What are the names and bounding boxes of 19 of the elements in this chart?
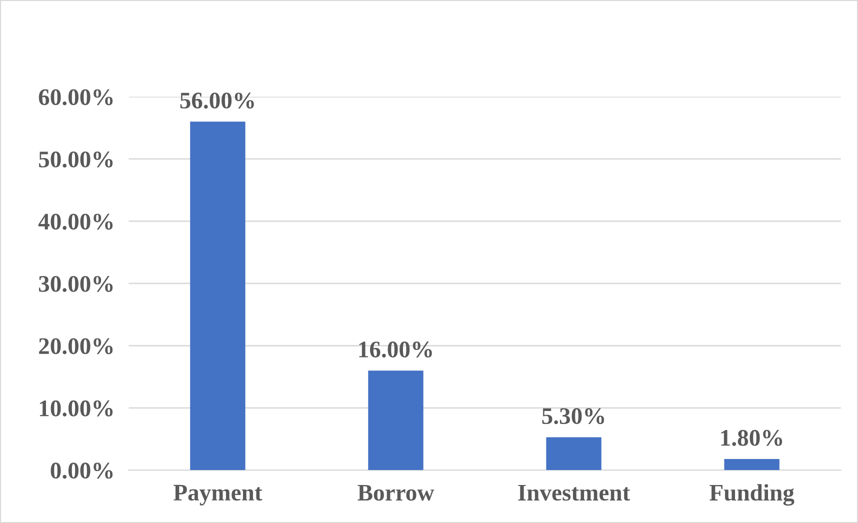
x-tick-label: Investment [518, 484, 630, 501]
bar [546, 437, 602, 470]
x-tick-label: Payment [174, 484, 262, 506]
data-label: 56.00% [180, 92, 254, 109]
bar [724, 458, 780, 470]
y-tick-label: 30.00% [38, 276, 113, 292]
data-label: 1.80% [721, 430, 782, 446]
y-tick-label: 50.00% [39, 151, 113, 168]
data-label: 16.00% [359, 342, 432, 358]
bar [368, 370, 424, 470]
y-tick-label: 10.00% [40, 400, 113, 416]
y-tick-label: 60.00% [38, 89, 113, 106]
y-tick-label: 0.00% [50, 462, 113, 479]
bar [190, 122, 246, 470]
y-tick-label: 40.00% [38, 214, 113, 230]
x-tick-label: Borrow [358, 484, 434, 501]
y-tick-label: 20.00% [39, 338, 113, 354]
x-tick-label: Funding [710, 484, 794, 506]
data-label: 5.30% [542, 408, 604, 424]
